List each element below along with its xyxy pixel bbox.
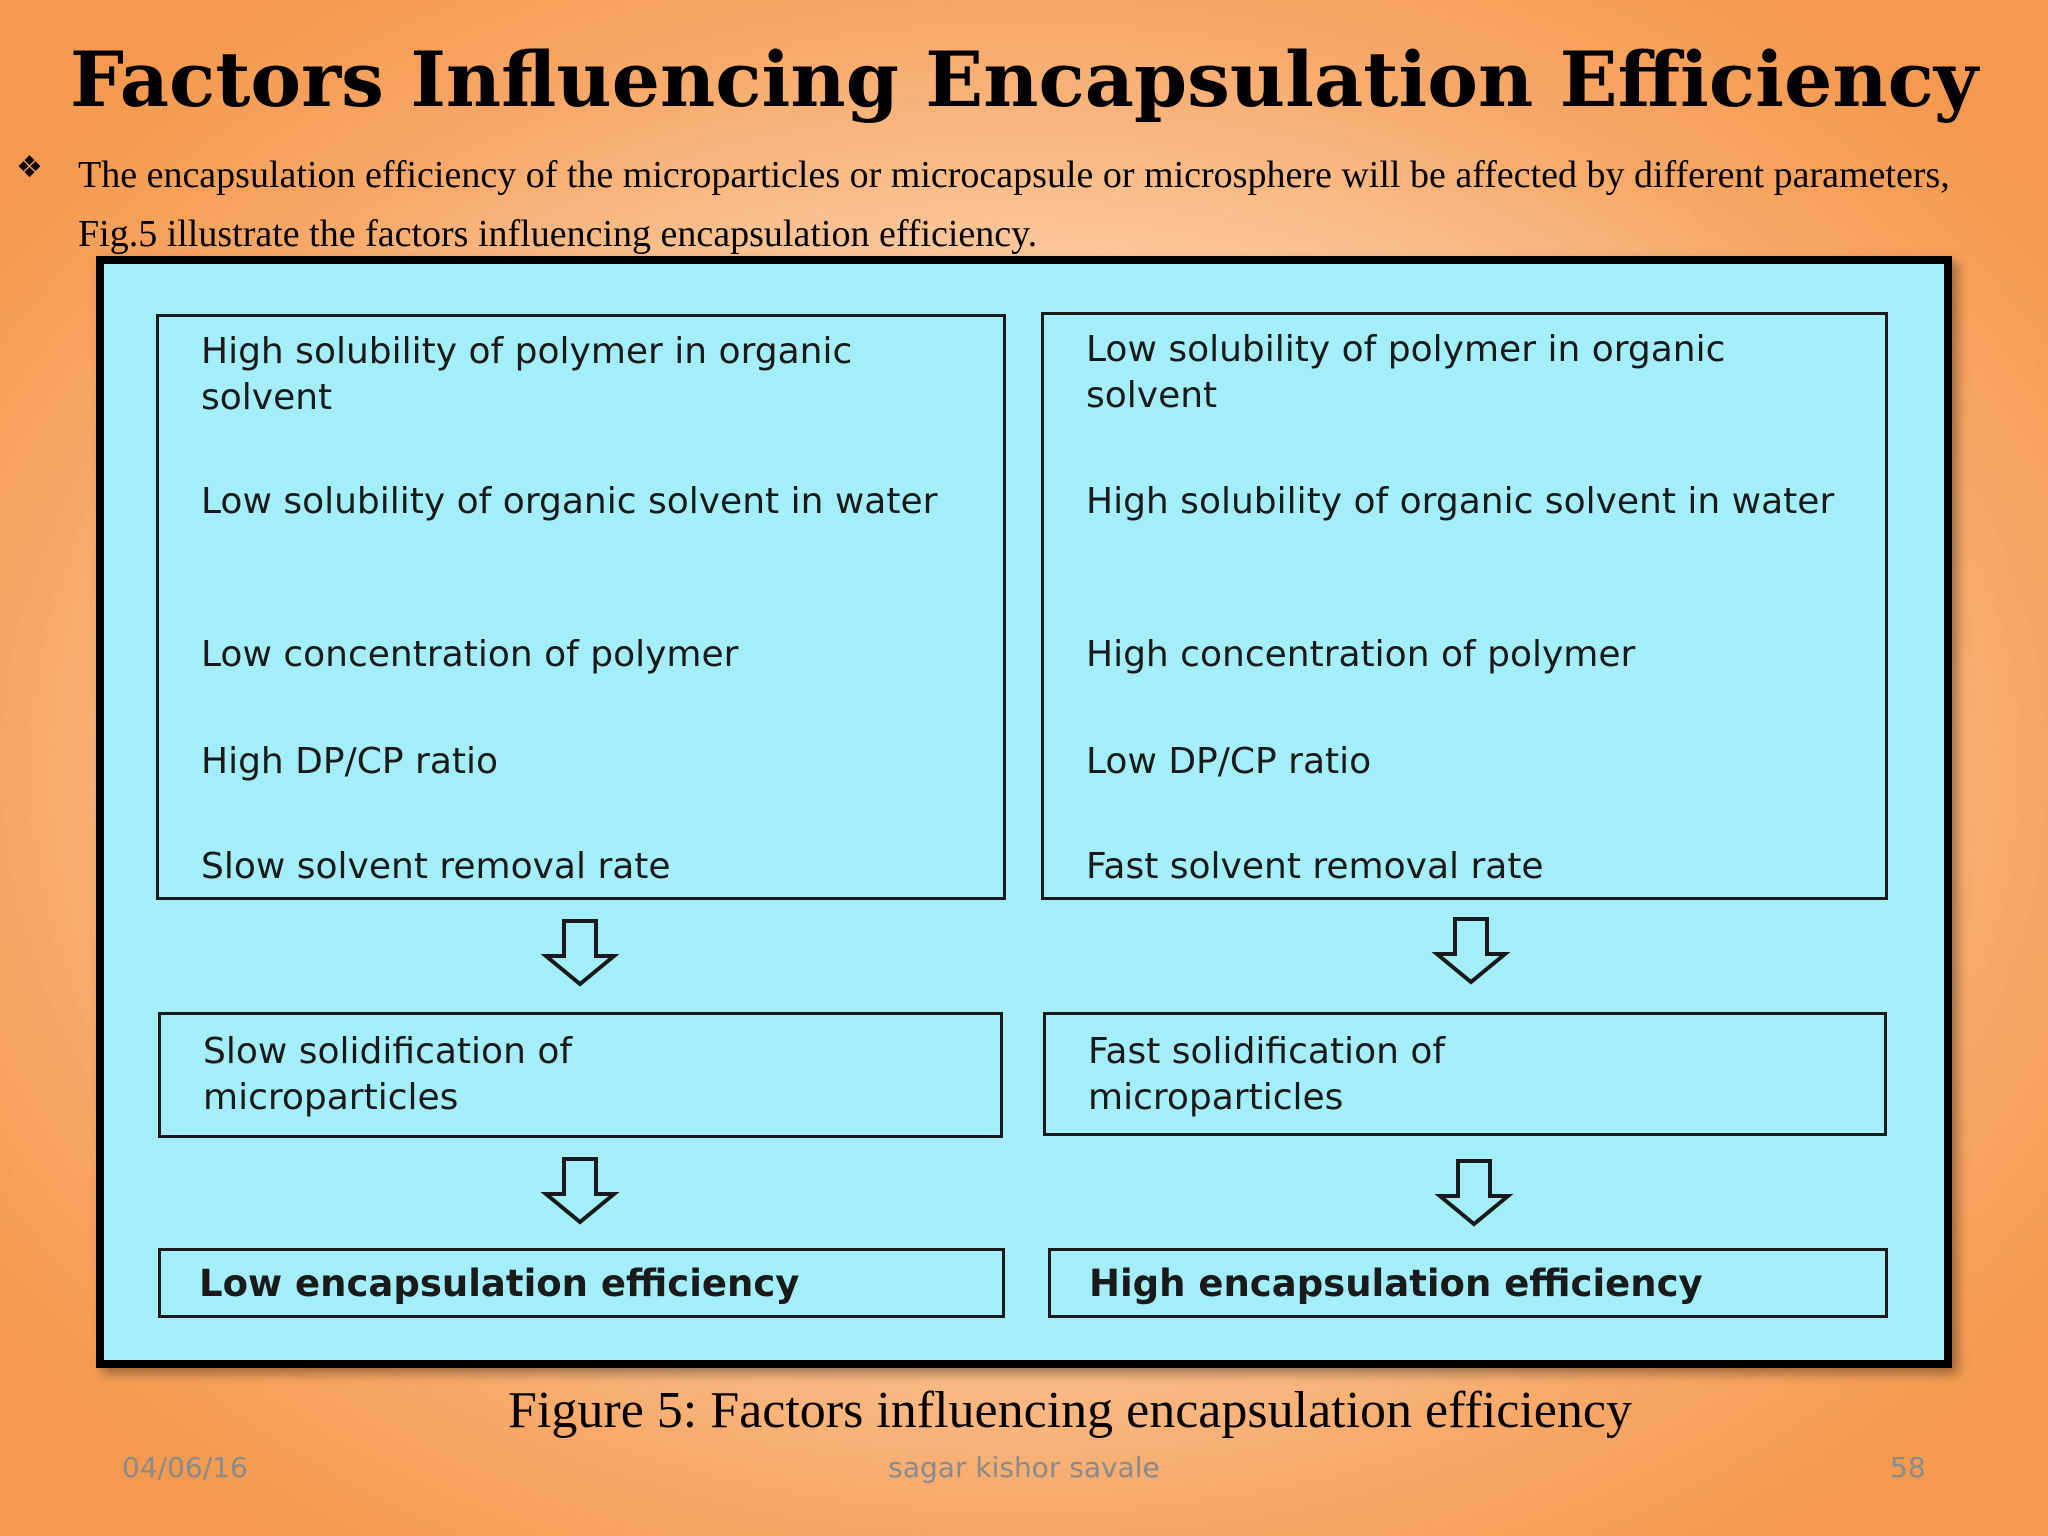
bullet-text: The encapsulation efficiency of the micr… [78,154,1950,255]
left-factor-3: Low concentration of polymer [201,634,739,675]
left-factor-2: Low solubility of organic solvent in wat… [201,481,938,522]
footer-date: 04/06/16 [122,1451,248,1484]
diamond-bullet-icon: ❖ [16,150,43,185]
right-factor-2: High solubility of organic solvent in wa… [1086,481,1835,522]
left-solidification-text: Slow solidification of microparticles [203,1031,573,1118]
right-factors-box: Low solubility of polymer in organic sol… [1041,312,1888,900]
right-factor-1: Low solubility of polymer in organic sol… [1086,329,1726,416]
footer-author: sagar kishor savale [888,1451,1160,1484]
right-factor-5: Fast solvent removal rate [1086,846,1544,887]
footer-page-number: 58 [1890,1451,1926,1484]
high-efficiency-box: High encapsulation efficiency [1048,1248,1888,1318]
right-factor-3: High concentration of polymer [1086,634,1636,675]
down-arrow-icon [540,919,620,987]
low-efficiency-box: Low encapsulation efficiency [158,1248,1005,1318]
right-factor-4: Low DP/CP ratio [1086,741,1372,782]
down-arrow-icon [540,1157,620,1225]
left-factor-4: High DP/CP ratio [201,741,499,782]
right-solidification-text: Fast solidification of microparticles [1088,1031,1446,1118]
left-factor-1: High solubility of polymer in organic so… [201,331,853,418]
slide-title: Factors Influencing Encapsulation Effici… [69,35,1979,124]
right-solidification-box: Fast solidification of microparticles [1043,1012,1887,1136]
figure-caption: Figure 5: Factors influencing encapsulat… [508,1382,1632,1439]
down-arrow-icon [1431,917,1511,985]
left-solidification-box: Slow solidification of microparticles [158,1012,1003,1138]
left-factor-5: Slow solvent removal rate [201,846,671,887]
high-efficiency-text: High encapsulation efficiency [1089,1262,1703,1305]
encapsulation-factors-figure: High solubility of polymer in organic so… [96,256,1952,1368]
down-arrow-icon [1434,1159,1514,1227]
low-efficiency-text: Low encapsulation efficiency [199,1262,800,1305]
left-factors-box: High solubility of polymer in organic so… [156,314,1006,900]
